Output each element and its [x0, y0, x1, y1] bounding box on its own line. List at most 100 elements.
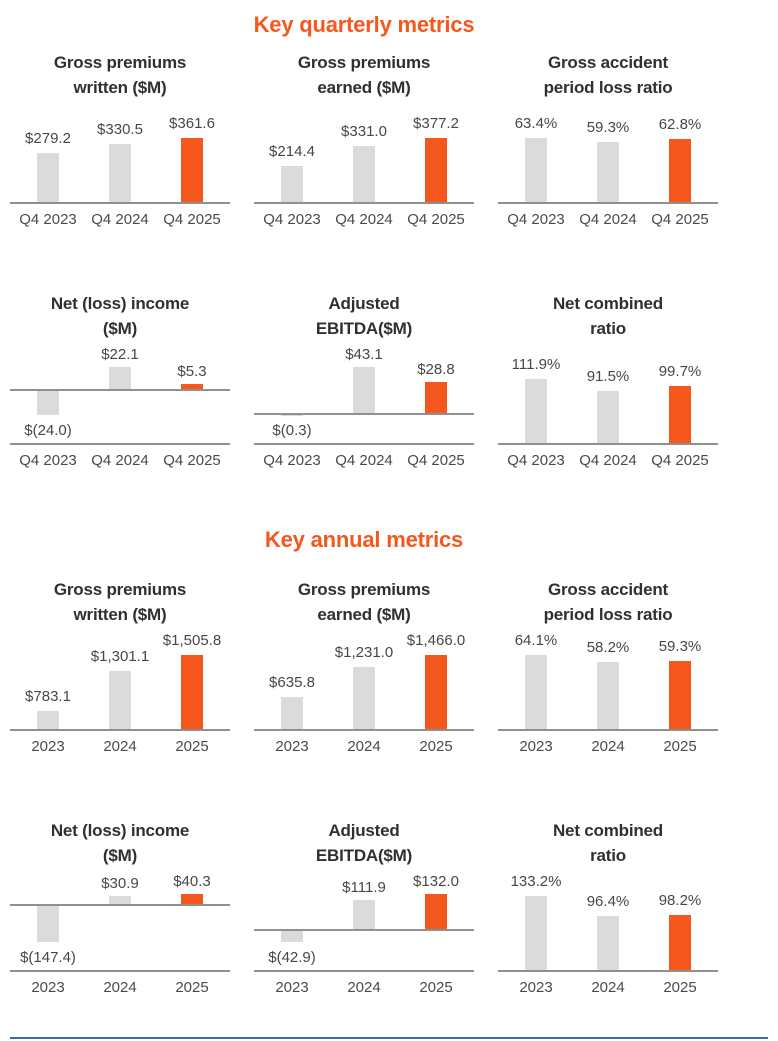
chart-gross-premiums-written-m-annual: Gross premiums written ($M) $783.1 $1,301.1… — [10, 577, 230, 757]
bar-2023 — [37, 711, 59, 729]
chart-adjusted-ebitda-m-quarterly: Adjusted EBITDA($M) $(0.3) $43.1 $28.8 Q4 202… — [254, 291, 474, 471]
annual-charts-grid: Gross premiums written ($M) $783.1 $1,301.1… — [10, 577, 718, 998]
chart-plot: $(0.3) $43.1 $28.8 — [254, 343, 474, 445]
bar-q4-2025 — [669, 386, 691, 443]
bar-2024 — [109, 671, 131, 729]
chart-plot: $635.8 $1,231.0 $1,466.0 — [254, 629, 474, 731]
quarterly-charts-grid: Gross premiums written ($M) $279.2 $330.5 $3… — [10, 50, 718, 471]
value-label: $5.3 — [177, 363, 207, 380]
bar-q4-2025 — [669, 139, 691, 202]
value-label: 59.3% — [586, 119, 630, 136]
x-tick-label: 2024 — [103, 738, 137, 755]
bar-2024 — [353, 667, 375, 729]
x-tick-label: 2024 — [347, 738, 381, 755]
value-label: $111.9 — [342, 879, 386, 896]
x-tick-label: 2025 — [419, 738, 453, 755]
bar-q4-2024 — [109, 144, 131, 202]
x-tick-label: Q4 2023 — [263, 452, 321, 469]
value-label: 111.9% — [511, 356, 561, 373]
value-label: $331.0 — [341, 123, 387, 140]
bar-q4-2024 — [353, 146, 375, 202]
x-axis-labels: 2023 2024 2025 — [254, 731, 474, 757]
chart-gross-premiums-earned-m-annual: Gross premiums earned ($M) $635.8 $1,231.0 $… — [254, 577, 474, 757]
x-tick-label: Q4 2023 — [507, 452, 565, 469]
chart-title-line: Net (loss) income — [50, 821, 190, 840]
bar-q4-2025 — [425, 138, 447, 202]
chart-plot: 111.9% 91.5% 99.7% — [498, 343, 718, 445]
x-tick-label: 2024 — [591, 979, 625, 996]
chart-plot: $(147.4) $30.9 $40.3 — [10, 870, 230, 972]
chart-title: Gross premiums earned ($M) — [254, 50, 474, 100]
x-tick-label: 2025 — [663, 738, 697, 755]
bar-2025 — [181, 894, 203, 904]
chart-title-line: ($M) — [102, 846, 138, 865]
x-axis-labels: Q4 2023 Q4 2024 Q4 2025 — [254, 445, 474, 471]
bar-2024 — [597, 916, 619, 970]
bar-2023 — [37, 906, 59, 942]
value-label: 96.4% — [586, 893, 630, 910]
chart-title: Gross premiums written ($M) — [10, 50, 230, 100]
x-axis-labels: Q4 2023 Q4 2024 Q4 2025 — [254, 204, 474, 230]
x-tick-label: Q4 2024 — [579, 211, 637, 228]
zero-axis-line — [254, 413, 474, 415]
chart-title: Adjusted EBITDA($M) — [254, 818, 474, 868]
chart-plot: $214.4 $331.0 $377.2 — [254, 102, 474, 204]
value-label: $1,301.1 — [90, 648, 150, 665]
bar-q4-2023 — [281, 166, 303, 202]
chart-plot: 133.2% 96.4% 98.2% — [498, 870, 718, 972]
chart-plot: 64.1% 58.2% 59.3% — [498, 629, 718, 731]
bar-2025 — [425, 655, 447, 729]
bar-q4-2023 — [525, 379, 547, 443]
x-axis-labels: 2023 2024 2025 — [10, 972, 230, 998]
chart-net-combined-ratio-quarterly: Net combined ratio 111.9% 91.5% 99.7% Q4 2023… — [498, 291, 718, 471]
x-axis-labels: 2023 2024 2025 — [10, 731, 230, 757]
chart-title: Net (loss) income ($M) — [10, 818, 230, 868]
chart-title: Adjusted EBITDA($M) — [254, 291, 474, 341]
chart-adjusted-ebitda-m-annual: Adjusted EBITDA($M) $(42.9) $111.9 $132.0 202… — [254, 818, 474, 998]
bar-q4-2023 — [525, 138, 547, 202]
value-label: $(147.4) — [20, 949, 76, 966]
chart-net-combined-ratio-annual: Net combined ratio 133.2% 96.4% 98.2% 2023 202… — [498, 818, 718, 998]
bar-2024 — [109, 896, 131, 904]
bar-q4-2023 — [281, 415, 303, 416]
chart-title-line: ratio — [590, 319, 626, 338]
x-axis-labels: 2023 2024 2025 — [498, 731, 718, 757]
bar-2025 — [181, 655, 203, 729]
chart-gross-premiums-written-m-quarterly: Gross premiums written ($M) $279.2 $330.5 $3… — [10, 50, 230, 230]
value-label: $783.1 — [25, 688, 71, 705]
bar-2024 — [597, 662, 619, 729]
bar-q4-2025 — [181, 384, 203, 389]
x-tick-label: 2023 — [31, 979, 65, 996]
value-label: 98.2% — [658, 892, 702, 909]
chart-gross-accident-period-loss-ratio-annual: Gross accident period loss ratio 64.1% 58.2… — [498, 577, 718, 757]
bar-2025 — [669, 661, 691, 729]
value-label: 99.7% — [658, 363, 702, 380]
x-tick-label: 2023 — [275, 738, 309, 755]
value-label: 62.8% — [658, 116, 702, 133]
zero-axis-line — [10, 904, 230, 906]
chart-title-line: EBITDA($M) — [315, 846, 413, 865]
bar-q4-2024 — [109, 367, 131, 389]
value-label: $1,466.0 — [406, 632, 466, 649]
bar-2025 — [425, 894, 447, 929]
x-axis-labels: 2023 2024 2025 — [498, 972, 718, 998]
chart-plot: $(42.9) $111.9 $132.0 — [254, 870, 474, 972]
x-tick-label: Q4 2024 — [579, 452, 637, 469]
x-axis-labels: Q4 2023 Q4 2024 Q4 2025 — [498, 204, 718, 230]
chart-title-line: Net combined — [552, 294, 663, 313]
chart-title-line: Gross accident — [547, 580, 669, 599]
x-tick-label: Q4 2025 — [163, 211, 221, 228]
chart-title-line: Gross premiums — [53, 580, 187, 599]
chart-title-line: period loss ratio — [543, 605, 673, 624]
x-tick-label: 2023 — [275, 979, 309, 996]
x-axis-labels: 2023 2024 2025 — [254, 972, 474, 998]
value-label: $132.0 — [413, 873, 459, 890]
chart-title-line: earned ($M) — [317, 78, 411, 97]
x-tick-label: Q4 2023 — [19, 211, 77, 228]
x-tick-label: Q4 2025 — [407, 211, 465, 228]
bar-q4-2025 — [181, 138, 203, 202]
x-axis-labels: Q4 2023 Q4 2024 Q4 2025 — [10, 204, 230, 230]
chart-net-loss-income-m-quarterly: Net (loss) income ($M) $(24.0) $22.1 $5.3 Q4 … — [10, 291, 230, 471]
section-title-quarterly: Key quarterly metrics — [253, 12, 475, 37]
value-label: $330.5 — [97, 121, 143, 138]
